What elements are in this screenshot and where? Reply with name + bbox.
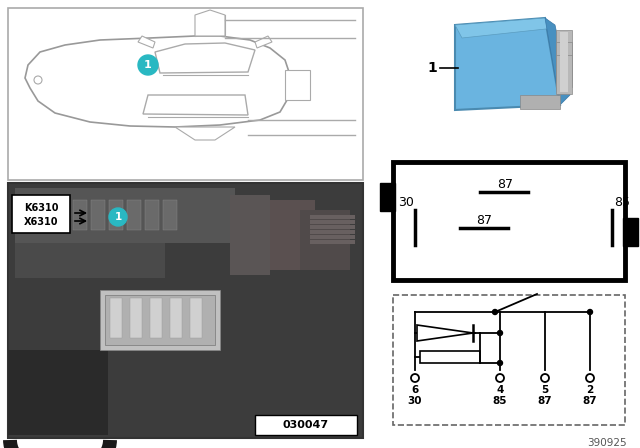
Text: K6310: K6310 (24, 203, 58, 213)
Text: 85: 85 (493, 396, 508, 406)
Circle shape (411, 374, 419, 382)
Bar (556, 30, 572, 80)
Text: 2: 2 (586, 385, 594, 395)
Text: 87: 87 (582, 396, 597, 406)
Polygon shape (545, 18, 570, 105)
Text: 1: 1 (115, 212, 122, 222)
Bar (163, 200, 177, 230)
Bar (380, 183, 395, 211)
Polygon shape (455, 18, 555, 38)
Circle shape (109, 208, 127, 226)
Text: 4: 4 (496, 385, 504, 395)
Bar (623, 218, 638, 246)
Circle shape (588, 310, 593, 314)
Bar (55, 200, 69, 230)
Polygon shape (138, 36, 155, 48)
Bar (393, 162, 625, 280)
Polygon shape (175, 127, 235, 140)
Circle shape (497, 361, 502, 366)
Bar (310, 235, 355, 239)
Bar (300, 210, 350, 270)
Circle shape (586, 374, 594, 382)
Bar (110, 298, 122, 338)
Bar (15, 243, 165, 278)
Bar (8, 183, 363, 438)
Bar (255, 415, 357, 435)
Bar (310, 230, 355, 234)
Text: 87: 87 (476, 214, 492, 227)
Polygon shape (455, 18, 560, 110)
Bar (393, 295, 625, 425)
Bar (310, 225, 355, 229)
Bar (556, 55, 572, 94)
Polygon shape (255, 36, 272, 48)
Bar (310, 240, 355, 244)
Circle shape (138, 55, 158, 75)
Bar (73, 200, 87, 230)
Text: 1: 1 (144, 60, 152, 70)
Text: 30: 30 (398, 197, 414, 210)
Bar (560, 32, 568, 78)
Polygon shape (25, 36, 290, 127)
Bar (105, 295, 215, 345)
Text: 030047: 030047 (283, 420, 329, 430)
Bar (420, 351, 480, 363)
Text: 6: 6 (412, 385, 419, 395)
Bar (170, 298, 182, 338)
Bar (285, 70, 310, 100)
Text: 30: 30 (408, 396, 422, 406)
Text: 87: 87 (538, 396, 552, 406)
Bar (8, 8, 363, 180)
Circle shape (34, 76, 42, 84)
Bar (520, 95, 560, 109)
Bar (270, 200, 315, 270)
Bar (145, 200, 159, 230)
Bar (560, 44, 568, 85)
Bar (130, 298, 142, 338)
Polygon shape (195, 10, 225, 36)
Bar (230, 195, 270, 275)
Text: 1: 1 (427, 61, 437, 75)
Text: 5: 5 (541, 385, 548, 395)
Polygon shape (417, 325, 473, 341)
Circle shape (541, 374, 549, 382)
Bar (190, 298, 202, 338)
Bar (310, 215, 355, 219)
Bar (560, 57, 568, 92)
Bar (310, 220, 355, 224)
Text: 390925: 390925 (588, 438, 627, 448)
Circle shape (497, 331, 502, 336)
Bar (15, 188, 235, 243)
Bar (109, 200, 123, 230)
Bar (556, 42, 572, 87)
Circle shape (493, 310, 497, 314)
Text: 85: 85 (614, 197, 630, 210)
Bar (127, 200, 141, 230)
Text: X6310: X6310 (24, 217, 58, 227)
Bar (8, 350, 108, 435)
Circle shape (496, 374, 504, 382)
Bar (12, 195, 70, 233)
Bar (150, 298, 162, 338)
Bar (100, 290, 220, 350)
Text: 87: 87 (497, 177, 513, 190)
Bar (91, 200, 105, 230)
